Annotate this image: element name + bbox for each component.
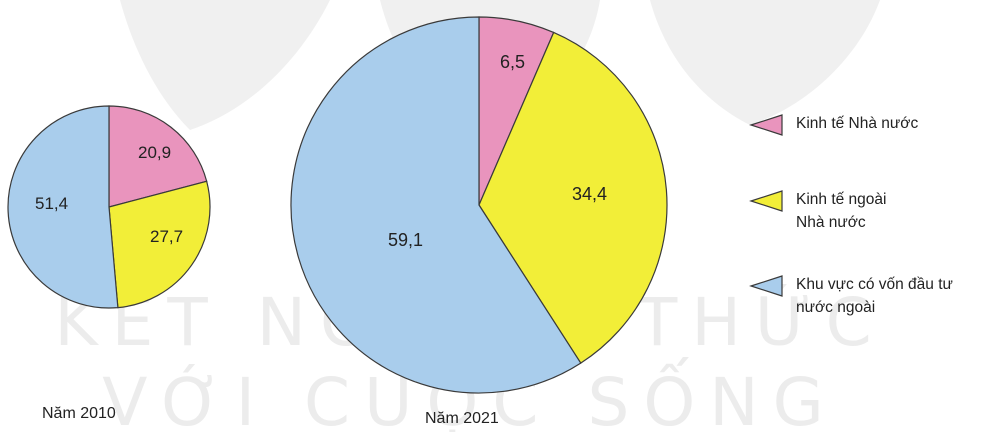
legend-item-non-state: Kinh tế ngoài Nhà nước: [748, 188, 887, 234]
pie-2010-value-label-state: 20,9: [138, 143, 171, 162]
legend-label-fdi: Khu vực có vốn đầu tư nước ngoài: [796, 276, 953, 316]
pie-2010-value-label-non-state: 27,7: [150, 227, 183, 246]
legend-item-state: Kinh tế Nhà nước: [748, 112, 918, 138]
pie-2021-slice-non-state: [478, 31, 668, 364]
legend-marker-state: [749, 114, 783, 136]
legend-marker-non-state: [749, 190, 783, 212]
legend-marker-fdi: [749, 275, 783, 297]
pie-2010-slice-state: [108, 105, 208, 208]
pie-title-2021: Năm 2021: [425, 410, 499, 427]
pie-2010-slice-fdi: [7, 105, 119, 309]
legend-item-fdi: Khu vực có vốn đầu tư nước ngoài: [748, 273, 953, 319]
pie-chart-2021: 6,5 34,4 59,1: [290, 16, 668, 394]
pie-2021-value-label-fdi: 59,1: [388, 230, 423, 250]
pie-2010-slice-non-state: [108, 180, 211, 309]
watermark-logo-shape: [650, 0, 880, 125]
pie-title-2010: Năm 2010: [42, 405, 116, 422]
legend-label-state: Kinh tế Nhà nước: [796, 115, 919, 132]
pie-2021-value-label-non-state: 34,4: [572, 184, 607, 204]
pie-2021-value-label-state: 6,5: [500, 52, 525, 72]
pie-2010-value-label-fdi: 51,4: [35, 194, 68, 213]
pie-2021-slice-fdi: [290, 16, 582, 394]
pie-chart-2010: 20,9 27,7 51,4: [7, 105, 211, 309]
legend-label-non-state: Kinh tế ngoài Nhà nước: [796, 191, 887, 231]
watermark-logo-shape: [120, 0, 330, 130]
